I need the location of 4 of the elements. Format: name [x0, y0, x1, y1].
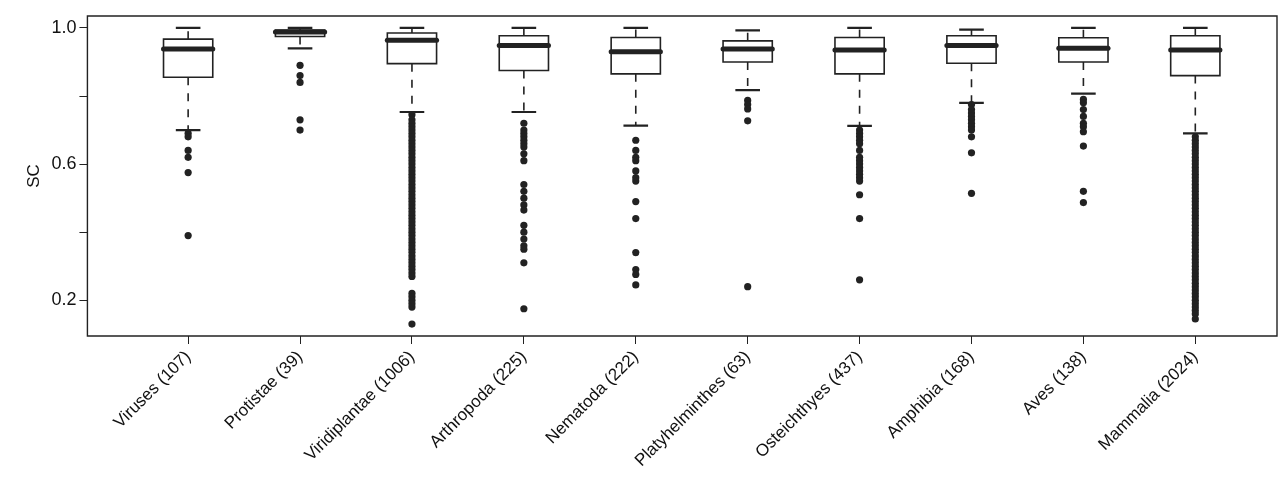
y-tick-label: 0.2 [51, 289, 77, 310]
y-tick-label: 1.0 [51, 16, 77, 37]
y-axis-title: SC [23, 164, 43, 188]
y-tick-label: 0.6 [51, 153, 77, 174]
